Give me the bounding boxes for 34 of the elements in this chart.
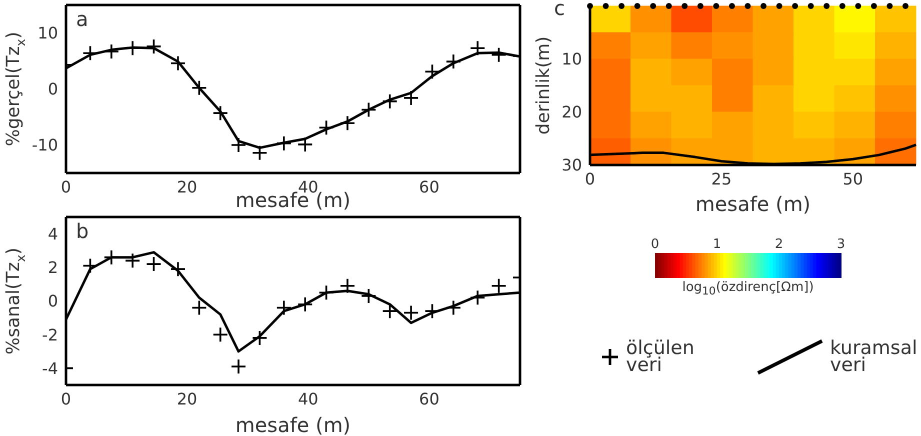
y-tick-label: 10	[562, 50, 582, 69]
y-tick-label: -10	[32, 136, 58, 155]
color-bar-label: 3	[836, 237, 846, 252]
chart-title: c	[554, 0, 565, 20]
chart-title: a	[76, 7, 88, 31]
x-tick-label: 0	[584, 169, 596, 188]
color-bar-label: 2	[774, 237, 784, 252]
y-tick-label: -2	[42, 325, 58, 344]
x-tick-label: 60	[419, 389, 440, 408]
x-tick-label: 60	[419, 177, 440, 196]
x-tick-label: 50	[842, 169, 864, 188]
legend-label: kuramsal veri	[830, 337, 918, 376]
chart-title: b	[76, 219, 89, 243]
y-tick-label: 2	[48, 258, 58, 278]
y-tick-label: 4	[48, 224, 58, 244]
y-tick-label: 0	[48, 80, 58, 99]
y-tick-label: 0	[48, 292, 58, 311]
x-tick-label: 0	[60, 389, 72, 408]
y-tick-label: -4	[42, 358, 58, 378]
x-axis-title: mesafe (m)	[695, 192, 811, 216]
x-tick-label: 20	[176, 177, 198, 196]
color-bar-label: 0	[650, 237, 660, 252]
y-tick-label: 10	[38, 24, 58, 43]
x-tick-label: 0	[60, 177, 72, 196]
y-axis-title: derinlik(m)	[532, 36, 554, 135]
legend-label: ölçülen veri	[626, 337, 696, 376]
x-tick-label: 40	[298, 389, 318, 408]
y-tick-label: 30	[562, 156, 582, 175]
x-axis-title: mesafe (m)	[235, 413, 351, 436]
color-bar-title: log$_{10}$(özdirenç[Ωm])	[681, 280, 815, 298]
color-bar-label: 1	[712, 237, 722, 252]
x-tick-label: 20	[176, 389, 198, 408]
y-tick-label: 20	[562, 102, 582, 122]
x-tick-label: 25	[711, 169, 732, 188]
